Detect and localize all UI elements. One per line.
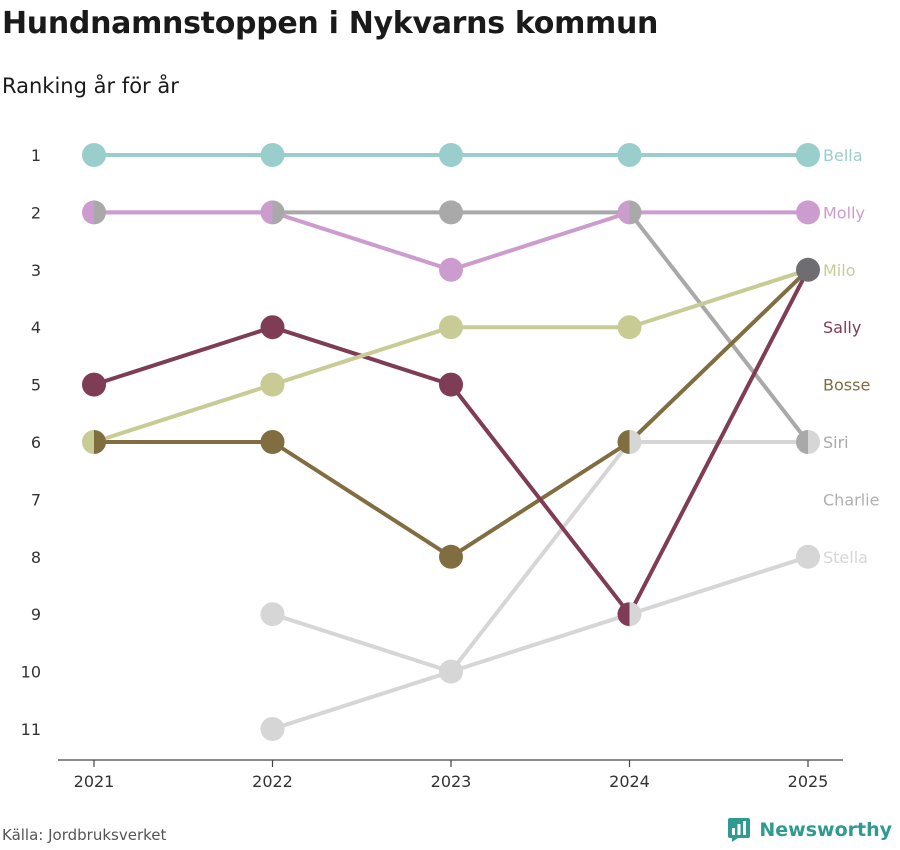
y-tick-label: 10: [21, 663, 41, 682]
data-point-sally: [82, 372, 106, 397]
brand-logo[interactable]: Newsworthy: [728, 818, 892, 842]
data-point-siri: [94, 200, 107, 225]
series-label-bella: Bella: [823, 146, 863, 165]
chart-title: Hundnamnstoppen i Nykvarns kommun: [2, 6, 659, 41]
series-label-siri: Siri: [823, 433, 849, 452]
y-tick-label: 4: [31, 318, 41, 337]
data-point-charlie: [260, 717, 285, 741]
data-point-siri: [796, 430, 808, 454]
y-tick-label: 9: [31, 605, 41, 624]
data-point-sally: [617, 602, 630, 627]
data-point-bella: [796, 143, 820, 167]
data-point-bella: [82, 143, 106, 167]
data-point-milo: [82, 430, 94, 454]
series-layer: [82, 143, 820, 741]
data-point-stella: [629, 602, 642, 627]
data-point-siri: [629, 200, 642, 225]
data-point-sally: [439, 372, 463, 397]
y-tick-label: 7: [31, 490, 41, 509]
data-point-charlie: [439, 659, 451, 684]
series-line-charlie: [270, 440, 810, 731]
series-label-stella: Stella: [823, 548, 868, 567]
series-line-milo: [92, 267, 810, 444]
data-point-bosse: [260, 430, 285, 454]
data-point-bella: [260, 143, 285, 167]
source-note: Källa: Jordbruksverket: [2, 826, 167, 844]
data-point-molly: [439, 257, 463, 282]
y-tick-label: 3: [31, 261, 41, 280]
x-tick-label: 2025: [788, 772, 829, 791]
data-point-bosse: [439, 544, 463, 569]
data-point-stella: [260, 602, 285, 627]
data-point-siri: [272, 200, 285, 225]
y-tick-label: 6: [31, 433, 41, 452]
x-tick-label: 2023: [431, 772, 472, 791]
data-point-molly: [260, 200, 273, 225]
y-tick-label: 2: [31, 203, 41, 222]
x-tick-label: 2022: [252, 772, 293, 791]
y-tick-label: 1: [31, 146, 41, 165]
data-point-bosse: [94, 430, 106, 454]
chart-subtitle: Ranking år för år: [2, 74, 179, 98]
y-tick-label: 5: [31, 376, 41, 395]
data-point-bosse: [617, 430, 630, 454]
data-point-milo: [617, 315, 642, 340]
data-point-stella: [796, 544, 820, 569]
label-layer: Bella Molly Milo Sally Bosse Siri Charlie Stell…: [823, 146, 879, 567]
data-point-charlie: [808, 430, 820, 454]
data-point-bella: [617, 143, 642, 167]
data-point-shared: [796, 257, 820, 282]
data-point-molly: [796, 200, 820, 225]
x-tick-label: 2024: [609, 772, 650, 791]
axis-layer: 2021 2022 2023 2024 2025 1 2 3 4 5 6 7 8 9 10 11: [21, 146, 843, 791]
y-tick-label: 11: [21, 720, 41, 739]
data-point-milo: [260, 372, 285, 397]
data-point-stella: [451, 659, 464, 684]
data-point-bella: [439, 143, 463, 167]
data-point-molly: [617, 200, 630, 225]
data-point-molly: [82, 200, 94, 225]
y-tick-label: 8: [31, 548, 41, 567]
x-tick-label: 2021: [74, 772, 115, 791]
series-line-bosse: [92, 267, 810, 559]
newsworthy-logo-icon: [728, 818, 751, 842]
data-point-siri: [439, 200, 463, 225]
series-label-molly: Molly: [823, 203, 865, 222]
data-point-charlie: [629, 430, 642, 454]
series-label-charlie: Charlie: [823, 490, 879, 509]
brand-name: Newsworthy: [759, 819, 892, 841]
series-label-bosse: Bosse: [823, 376, 870, 395]
data-point-sally: [260, 315, 285, 340]
data-point-milo: [439, 315, 463, 340]
series-line-stella: [270, 554, 810, 674]
series-label-milo: Milo: [823, 261, 855, 280]
series-label-sally: Sally: [823, 318, 861, 337]
